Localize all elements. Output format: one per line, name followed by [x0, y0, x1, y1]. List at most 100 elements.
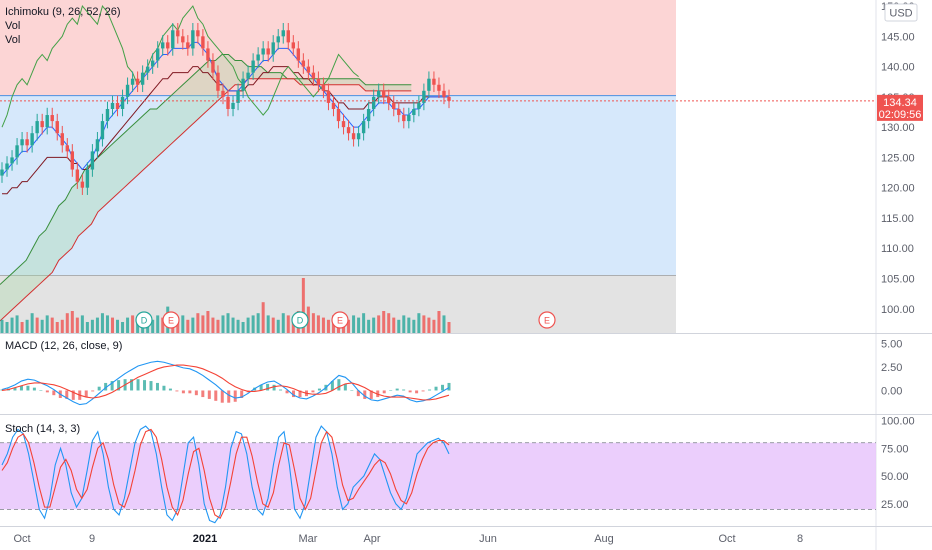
candle-body[interactable]: [437, 84, 441, 91]
candle-body[interactable]: [311, 72, 316, 79]
candle-body[interactable]: [397, 108, 401, 116]
candle-body[interactable]: [201, 36, 205, 49]
candle-body[interactable]: [25, 139, 29, 146]
candle-body[interactable]: [70, 151, 75, 170]
candle-body[interactable]: [427, 78, 431, 91]
legend-ichimoku[interactable]: Ichimoku (9, 26, 52, 26): [5, 6, 121, 18]
candle-body[interactable]: [5, 163, 9, 170]
candle-body[interactable]: [271, 42, 275, 55]
candle-body[interactable]: [50, 115, 54, 122]
candle-body[interactable]: [256, 54, 260, 61]
candle-body[interactable]: [10, 157, 14, 164]
candle-body[interactable]: [306, 66, 311, 73]
candle-body[interactable]: [371, 96, 376, 109]
candle-body[interactable]: [100, 121, 105, 140]
candle-body[interactable]: [130, 78, 135, 85]
candle-body[interactable]: [392, 102, 396, 109]
candle-body[interactable]: [422, 90, 426, 103]
candle-body[interactable]: [45, 115, 49, 128]
candle-body[interactable]: [171, 30, 175, 49]
candle-body[interactable]: [186, 42, 190, 49]
legend-macd[interactable]: MACD (12, 26, close, 9): [5, 340, 122, 352]
candle-body[interactable]: [276, 36, 280, 43]
candle-body[interactable]: [402, 115, 406, 122]
candle-body[interactable]: [356, 133, 361, 140]
candle-body[interactable]: [291, 42, 296, 49]
candle-body[interactable]: [351, 133, 356, 140]
candle-body[interactable]: [75, 169, 80, 182]
candle-body[interactable]: [150, 60, 155, 67]
candle-body[interactable]: [155, 48, 160, 61]
candle-body[interactable]: [35, 121, 39, 134]
candle-body[interactable]: [286, 30, 290, 43]
candle-body[interactable]: [140, 72, 145, 85]
candle-body[interactable]: [55, 121, 59, 134]
candle-body[interactable]: [120, 96, 125, 109]
candle-body[interactable]: [447, 96, 451, 101]
candle-body[interactable]: [191, 30, 195, 49]
candle-body[interactable]: [236, 90, 240, 103]
candle-body[interactable]: [90, 151, 95, 170]
candle-body[interactable]: [331, 102, 336, 109]
candle-body[interactable]: [387, 96, 391, 103]
candle-body[interactable]: [85, 169, 90, 188]
candle-body[interactable]: [226, 96, 230, 109]
event-badge[interactable]: [162, 311, 180, 329]
candle-body[interactable]: [176, 30, 180, 37]
candle-body[interactable]: [376, 90, 381, 97]
candle-body[interactable]: [161, 42, 165, 49]
candle-body[interactable]: [80, 181, 85, 188]
candle-body[interactable]: [261, 48, 265, 55]
legend-stoch[interactable]: Stoch (14, 3, 3): [5, 423, 80, 435]
candle-body[interactable]: [316, 78, 321, 85]
legend-vol-2[interactable]: Vol: [5, 34, 20, 46]
candle-body[interactable]: [246, 72, 250, 79]
candle-body[interactable]: [251, 60, 255, 73]
candle-body[interactable]: [221, 90, 225, 97]
candle-body[interactable]: [301, 60, 306, 67]
candle-body[interactable]: [40, 121, 44, 128]
candle-body[interactable]: [125, 84, 130, 97]
candle-body[interactable]: [321, 84, 326, 91]
candle-body[interactable]: [181, 36, 185, 43]
event-badge[interactable]: [291, 311, 309, 329]
candle-body[interactable]: [336, 108, 341, 122]
candle-body[interactable]: [432, 78, 436, 85]
candle-body[interactable]: [417, 102, 421, 109]
candle-body[interactable]: [196, 30, 200, 37]
candle-body[interactable]: [115, 102, 120, 109]
candle-body[interactable]: [211, 60, 215, 73]
candle-body[interactable]: [206, 48, 210, 61]
candle-body[interactable]: [326, 90, 331, 103]
candle-body[interactable]: [341, 121, 346, 128]
candle-body[interactable]: [241, 78, 245, 91]
candle-body[interactable]: [60, 133, 64, 146]
candle-body[interactable]: [15, 145, 19, 158]
candle-body[interactable]: [166, 42, 170, 49]
candle-body[interactable]: [65, 145, 69, 152]
candle-body[interactable]: [346, 127, 351, 134]
candle-body[interactable]: [296, 48, 301, 61]
last-price-label[interactable]: [877, 94, 923, 121]
candle-body[interactable]: [442, 90, 446, 97]
candle-body[interactable]: [231, 102, 235, 109]
candle-body[interactable]: [366, 108, 371, 122]
candle-body[interactable]: [0, 169, 4, 176]
candle-body[interactable]: [135, 78, 140, 85]
event-badge[interactable]: [538, 311, 556, 329]
currency-badge[interactable]: [884, 3, 918, 22]
candle-body[interactable]: [95, 139, 100, 152]
candle-body[interactable]: [412, 108, 416, 116]
candle-body[interactable]: [110, 102, 115, 109]
candle-body[interactable]: [20, 139, 24, 146]
candle-body[interactable]: [30, 133, 34, 146]
candle-body[interactable]: [216, 72, 220, 91]
event-badge[interactable]: [331, 311, 349, 329]
event-badge[interactable]: [135, 311, 153, 329]
legend-vol-1[interactable]: Vol: [5, 20, 20, 32]
candle-body[interactable]: [145, 66, 150, 73]
candle-body[interactable]: [361, 121, 366, 134]
candle-body[interactable]: [266, 48, 270, 55]
candle-body[interactable]: [382, 90, 386, 97]
candle-body[interactable]: [281, 30, 285, 37]
